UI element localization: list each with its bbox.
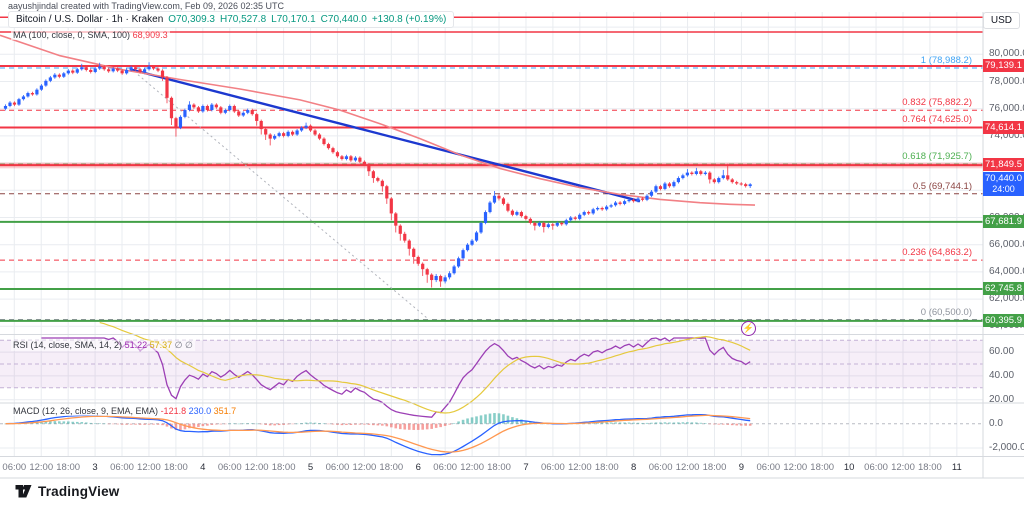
time-axis-label: 10 [843, 462, 855, 473]
time-axis-label: 18:00 [379, 462, 404, 473]
macd-pane [0, 413, 983, 456]
macd-signal-value: 351.7 [213, 406, 237, 416]
rsi-scale-label: 40.00 [989, 369, 1015, 381]
fib-level-label: 0.5 (69,744.1) [912, 180, 972, 192]
macd-scale-label: -2,000.0 [989, 442, 1024, 453]
price-badge: 62,745.8 [983, 281, 1024, 295]
time-axis-label: 06:00 [756, 462, 781, 473]
candle-countdown: 24:00 [992, 184, 1015, 195]
currency-toggle-button[interactable]: USD [982, 12, 1020, 29]
rsi-sma-value: 57.37 [149, 340, 173, 350]
price-scale-label: 64,000.0 [989, 265, 1024, 277]
time-axis-label: 06:00 [541, 462, 565, 473]
time-axis-label: 18:00 [702, 462, 727, 473]
lightning-marker-icon[interactable]: ⚡ [741, 321, 756, 336]
macd-value: 230.0 [188, 406, 212, 416]
tradingview-logo-icon [15, 485, 32, 498]
time-axis-label: 12:00 [567, 462, 592, 473]
time-axis-label: 06:00 [433, 462, 458, 473]
overlay-lines [0, 34, 756, 320]
time-axis-label: 12:00 [352, 462, 377, 473]
time-axis-label: 12:00 [891, 462, 915, 473]
close-value: C70,440.0 [320, 14, 367, 25]
rsi-scale-label: 60.00 [989, 346, 1015, 358]
rsi-label: RSI (14, close, SMA, 14, 2) [13, 340, 123, 350]
watermark-text: aayushjindal created with TradingView.co… [8, 1, 284, 11]
fib-level-label: 0.236 (64,863.2) [902, 247, 972, 259]
time-axis-label: 18:00 [487, 462, 511, 473]
price-badge: 70,440.0 24:00 [983, 172, 1024, 197]
price-badge: 60,395.9 [983, 313, 1024, 327]
time-axis-label: 8 [631, 462, 637, 473]
ma-legend[interactable]: MA (100, close, 0, SMA, 100) 68,909.3 [11, 30, 170, 40]
time-axis-label: 12:00 [460, 462, 484, 473]
fib-level-label: 1 (78,988.2) [920, 55, 972, 67]
time-axis-label: 7 [523, 462, 529, 473]
time-axis-label: 06:00 [217, 462, 242, 473]
change-value: +130.8 (+0.19%) [371, 14, 447, 25]
time-axis-label: 18:00 [810, 462, 835, 473]
time-axis-label: 3 [92, 462, 98, 473]
candles [3, 62, 752, 288]
price-scale-label: 78,000.0 [989, 75, 1024, 87]
tradingview-logo[interactable]: TradingView [15, 484, 119, 499]
high-value: H70,527.8 [220, 14, 267, 25]
low-value: L70,170.1 [271, 14, 316, 25]
time-axis-label: 06:00 [110, 462, 134, 473]
time-axis-label: 06:00 [2, 462, 27, 473]
price-levels [0, 16, 983, 322]
price-badge: 71,849.5 [983, 158, 1024, 172]
macd-hist-value: -121.8 [160, 406, 187, 416]
macd-legend[interactable]: MACD (12, 26, close, 9, EMA, EMA) -121.8… [11, 406, 239, 416]
time-axis-label: 18:00 [56, 462, 81, 473]
macd-label: MACD (12, 26, close, 9, EMA, EMA) [13, 406, 159, 416]
open-value: O70,309.3 [168, 14, 215, 25]
time-axis-label: 18:00 [594, 462, 619, 473]
fib-level-label: 0 (60,500.0) [920, 306, 972, 318]
price-scale-label: 66,000.0 [989, 238, 1024, 250]
ma-label: MA (100, close, 0, SMA, 100) [13, 30, 131, 40]
time-axis-label: 4 [200, 462, 206, 473]
time-axis-label: 6 [415, 462, 421, 473]
rsi-value: 51.22 [124, 340, 148, 350]
rsi-scale-label: 20.00 [989, 393, 1015, 405]
price-scale-label: 76,000.0 [989, 102, 1024, 114]
price-badge: 74,614.1 [983, 120, 1024, 134]
price-badge: 67,681.9 [983, 214, 1024, 228]
rsi-legend[interactable]: RSI (14, close, SMA, 14, 2) 51.22 57.37 … [11, 340, 195, 351]
time-axis-label: 12:00 [244, 462, 269, 473]
ma-value: 68,909.3 [132, 30, 168, 40]
time-axis-label: 12:00 [783, 462, 808, 473]
time-axis-label: 9 [738, 462, 745, 473]
price-scale-label: 74,000.0 [989, 129, 1024, 141]
symbol-title: Bitcoin / U.S. Dollar · 1h · Kraken [16, 14, 164, 25]
rsi-pane [41, 322, 751, 418]
time-axis-label: 12:00 [29, 462, 54, 473]
symbol-legend[interactable]: Bitcoin / U.S. Dollar · 1h · Kraken O70,… [8, 11, 455, 28]
time-axis-label: 06:00 [325, 462, 350, 473]
time-axis-label: 12:00 [675, 462, 700, 473]
time-axis-label: 06:00 [864, 462, 888, 473]
price-scale-label: 62,000.0 [989, 293, 1024, 305]
pane-separators [0, 12, 1024, 479]
price-scale-label: 80,000.0 [989, 48, 1024, 60]
time-axis-label: 18:00 [163, 462, 188, 473]
fib-level-label: 0.764 (74,625.0) [902, 114, 972, 126]
time-axis-label: 06:00 [648, 462, 673, 473]
price-badge: 79,139.1 [983, 59, 1024, 72]
time-axis-label: 11 [951, 462, 962, 473]
rsi-extra-values: ∅ ∅ [174, 340, 193, 350]
tradingview-logo-text: TradingView [38, 484, 120, 499]
fib-level-label: 0.832 (75,882.2) [902, 97, 972, 109]
time-axis-label: 18:00 [918, 462, 942, 473]
fib-level-label: 0.618 (71,925.7) [902, 151, 972, 163]
time-axis-label: 18:00 [271, 462, 296, 473]
time-axis-label: 5 [307, 462, 314, 473]
grid-lines [0, 12, 983, 457]
time-axis-label: 12:00 [137, 462, 161, 473]
macd-scale-label: 0.0 [989, 417, 1003, 429]
